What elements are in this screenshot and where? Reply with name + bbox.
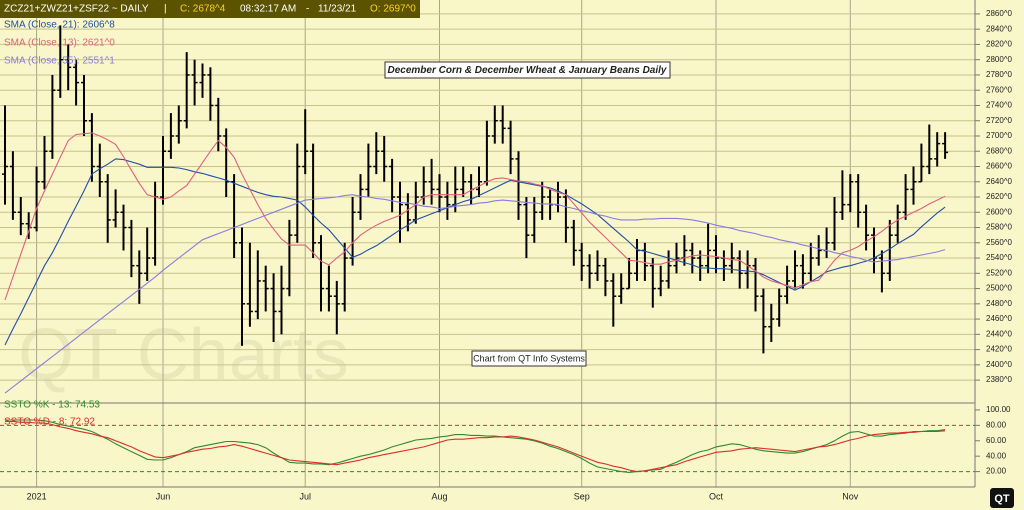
title-box <box>384 61 671 79</box>
legend-label: SSTO %K - 13: 74.53 <box>4 400 100 411</box>
watermark: QT Charts <box>18 315 349 395</box>
indicator-line <box>4 132 946 301</box>
y-tick-label: 2680^0 <box>986 146 1013 155</box>
indicator-line <box>5 420 946 473</box>
y-tick-label: 2480^0 <box>986 299 1013 308</box>
y-tick-label: 40.00 <box>986 451 1007 460</box>
time: 08:32:17 AM <box>240 4 296 15</box>
y-tick-label: 2500^0 <box>986 284 1013 293</box>
logo-box <box>990 488 1014 508</box>
x-tick-label: Sep <box>574 491 590 501</box>
header-bar <box>0 0 420 18</box>
indicator-line <box>4 194 946 394</box>
annotation: Chart from QT Info Systems <box>473 353 585 363</box>
legend-label: SMA (Close, 55): 2551^1 <box>4 56 115 67</box>
y-tick-label: 2640^0 <box>986 177 1013 186</box>
x-tick-label: Jul <box>299 491 311 501</box>
x-tick-label: 2021 <box>27 491 47 501</box>
chart-title: December Corn & December Wheat & January… <box>388 65 667 76</box>
y-tick-label: 2400^0 <box>986 360 1013 369</box>
separator: - <box>306 4 309 15</box>
y-tick-label: 100.00 <box>986 405 1011 414</box>
date: 11/23/21 <box>318 4 357 15</box>
y-tick-label: 2560^0 <box>986 238 1013 247</box>
annotation-box <box>471 350 587 367</box>
y-tick-label: 2860^0 <box>986 9 1013 18</box>
y-tick-label: 2760^0 <box>986 85 1013 94</box>
legend-label: SMA (Close, 13): 2621^0 <box>4 38 115 49</box>
y-tick-label: 2460^0 <box>986 314 1013 323</box>
plot <box>2 25 949 473</box>
y-tick-label: 2620^0 <box>986 192 1013 201</box>
y-tick-label: 2780^0 <box>986 70 1013 79</box>
y-tick-label: 2520^0 <box>986 268 1013 277</box>
y-tick-label: 2420^0 <box>986 345 1013 354</box>
logo: QT <box>994 493 1010 505</box>
y-tick-label: 80.00 <box>986 420 1007 429</box>
y-tick-label: 2820^0 <box>986 40 1013 49</box>
y-tick-label: 2720^0 <box>986 116 1013 125</box>
indicator-line <box>4 158 946 346</box>
y-tick-label: 2660^0 <box>986 162 1013 171</box>
last-open: O: 2697^0 <box>370 4 416 15</box>
y-tick-label: 2700^0 <box>986 131 1013 140</box>
y-tick-label: 2840^0 <box>986 24 1013 33</box>
x-tick-label: Jun <box>156 491 171 501</box>
y-tick-label: 2600^0 <box>986 207 1013 216</box>
y-tick-label: 60.00 <box>986 436 1007 445</box>
x-tick-label: Aug <box>431 491 447 501</box>
y-tick-label: 2440^0 <box>986 329 1013 338</box>
last-close: C: 2678^4 <box>180 4 226 15</box>
indicator-line <box>5 419 946 473</box>
x-tick-label: Nov <box>842 491 859 501</box>
symbol: ZCZ21+ZWZ21+ZSF22 ~ DAILY <box>4 4 149 15</box>
legend-label: SSTO %D - 8: 72.92 <box>4 417 95 428</box>
y-tick-label: 2740^0 <box>986 101 1013 110</box>
y-tick-label: 20.00 <box>986 467 1007 476</box>
legend-label: SMA (Close, 21): 2606^8 <box>4 20 115 31</box>
y-tick-label: 2580^0 <box>986 223 1013 232</box>
x-tick-label: Oct <box>709 491 724 501</box>
y-tick-label: 2380^0 <box>986 375 1013 384</box>
y-tick-label: 2540^0 <box>986 253 1013 262</box>
y-tick-label: 2800^0 <box>986 55 1013 64</box>
separator: | <box>164 4 167 15</box>
